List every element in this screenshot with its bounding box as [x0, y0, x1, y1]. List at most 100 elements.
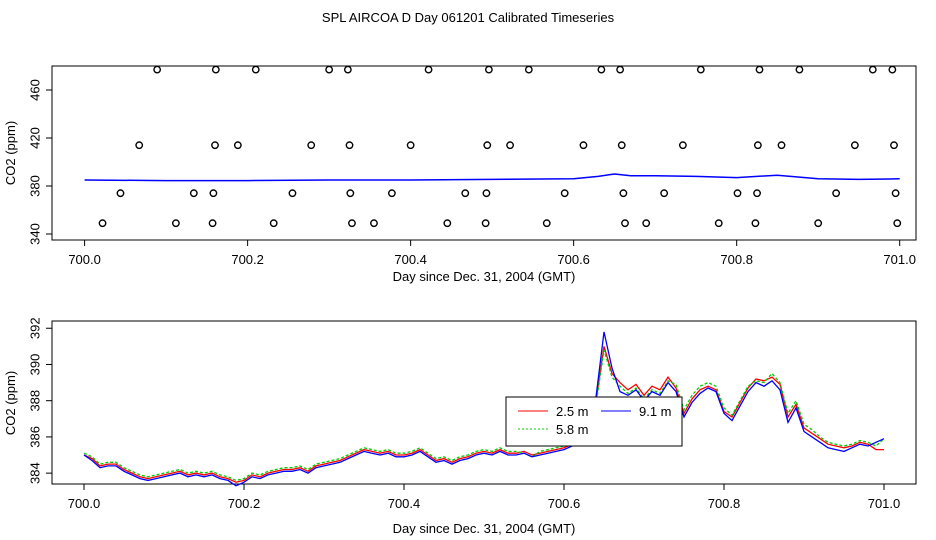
top-plot-frame: [51, 65, 917, 241]
legend-label-5-8m: 5.8 m: [556, 422, 589, 437]
scatter-point: [116, 189, 125, 198]
scatter-point: [733, 189, 742, 198]
top-y-axis-label: CO2 (ppm): [3, 121, 18, 185]
bottom-series: [83, 331, 885, 487]
scatter-point: [696, 65, 705, 74]
scatter-point: [209, 189, 218, 198]
scatter-point: [755, 65, 764, 74]
scatter-point: [678, 141, 687, 150]
legend: 2.5 m 5.8 m 9.1 m: [505, 396, 683, 447]
scatter-point: [850, 141, 859, 150]
scatter-point: [814, 219, 823, 228]
top-x-tick-label: 700.8: [720, 252, 753, 267]
bottom-panel: 700.0 700.2 700.4 700.6 700.8 701.0 384 386 388 3…: [3, 317, 917, 536]
bottom-y-tick-label: 388: [27, 390, 42, 412]
scatter-point: [888, 65, 897, 74]
scatter-point: [795, 65, 804, 74]
top-scatter-points: [98, 65, 902, 228]
scatter-point: [617, 141, 626, 150]
scatter-point: [171, 219, 180, 228]
top-x-tick-label: 700.6: [557, 252, 590, 267]
scatter-point: [307, 141, 316, 150]
scatter-point: [832, 189, 841, 198]
bottom-y-axis-label: CO2 (ppm): [3, 371, 18, 435]
legend-label-9-1m: 9.1 m: [639, 404, 672, 419]
series-line-5-8-m: [83, 349, 885, 482]
top-y-tick-label: 460: [27, 79, 42, 101]
top-series: [84, 173, 900, 182]
scatter-point: [208, 219, 217, 228]
bottom-y-tick-label: 392: [27, 317, 42, 339]
top-axes: 700.0 700.2 700.4 700.6 700.8 701.0 340 380 420 4…: [27, 79, 916, 267]
bottom-x-axis-label: Day since Dec. 31, 2004 (GMT): [393, 521, 576, 536]
scatter-point: [542, 219, 551, 228]
bottom-x-tick-label: 700.8: [708, 496, 741, 511]
scatter-point: [777, 141, 786, 150]
scatter-point: [233, 141, 242, 150]
scatter-point: [211, 141, 219, 150]
scatter-point: [346, 189, 355, 198]
scatter-point: [868, 65, 877, 74]
scatter-point: [579, 141, 588, 150]
legend-box: [505, 396, 683, 447]
bottom-x-tick-label: 700.4: [388, 496, 421, 511]
legend-label-2-5m: 2.5 m: [556, 404, 589, 419]
top-y-tick-label: 420: [27, 127, 42, 149]
scatter-point: [98, 219, 107, 228]
top-series-line: [84, 173, 900, 182]
scatter-point: [370, 219, 378, 228]
top-x-tick-label: 700.2: [231, 252, 264, 267]
scatter-point: [660, 189, 669, 198]
scatter-point: [345, 141, 354, 150]
scatter-point: [483, 141, 492, 150]
bottom-y-tick-label: 390: [27, 354, 42, 376]
scatter-point: [343, 65, 352, 74]
bottom-x-tick-label: 700.2: [228, 496, 261, 511]
series-line-2-5-m: [83, 346, 884, 483]
bottom-y-tick-label: 384: [27, 462, 42, 484]
scatter-point: [189, 189, 198, 198]
scatter-point: [506, 141, 514, 150]
scatter-point: [251, 65, 260, 74]
scatter-point: [714, 219, 723, 228]
scatter-point: [753, 189, 761, 198]
scatter-point: [893, 219, 902, 228]
scatter-point: [481, 219, 490, 228]
scatter-point: [753, 141, 762, 150]
top-y-tick-label: 380: [27, 175, 42, 197]
bottom-x-tick-label: 700.6: [548, 496, 581, 511]
scatter-point: [751, 219, 760, 228]
scatter-point: [560, 189, 569, 198]
scatter-point: [616, 65, 625, 74]
bottom-axes: 700.0 700.2 700.4 700.6 700.8 701.0 384 386 388 3…: [27, 317, 900, 511]
bottom-x-tick-label: 700.0: [68, 496, 101, 511]
scatter-point: [443, 219, 452, 228]
scatter-point: [406, 141, 415, 150]
top-x-tick-label: 701.0: [883, 252, 916, 267]
bottom-y-tick-label: 386: [27, 426, 42, 448]
bottom-plot-frame: [51, 320, 917, 485]
scatter-point: [424, 65, 433, 74]
bottom-x-tick-label: 701.0: [868, 496, 901, 511]
scatter-point: [325, 65, 334, 74]
scatter-point: [484, 65, 493, 74]
scatter-point: [619, 189, 628, 198]
scatter-point: [482, 189, 491, 198]
top-y-tick-label: 340: [27, 223, 42, 245]
scatter-point: [597, 65, 606, 74]
scatter-point: [269, 219, 278, 228]
top-x-tick-label: 700.4: [394, 252, 427, 267]
scatter-point: [348, 219, 356, 228]
scatter-point: [387, 189, 396, 198]
scatter-point: [461, 189, 470, 198]
scatter-point: [153, 65, 162, 74]
scatter-point: [135, 141, 144, 150]
scatter-point: [211, 65, 220, 74]
chart-title: SPL AIRCOA D Day 061201 Calibrated Times…: [322, 10, 615, 25]
scatter-point: [288, 189, 297, 198]
scatter-point: [621, 219, 629, 228]
scatter-point: [524, 65, 533, 74]
top-x-tick-label: 700.0: [68, 252, 101, 267]
scatter-point: [890, 141, 898, 150]
